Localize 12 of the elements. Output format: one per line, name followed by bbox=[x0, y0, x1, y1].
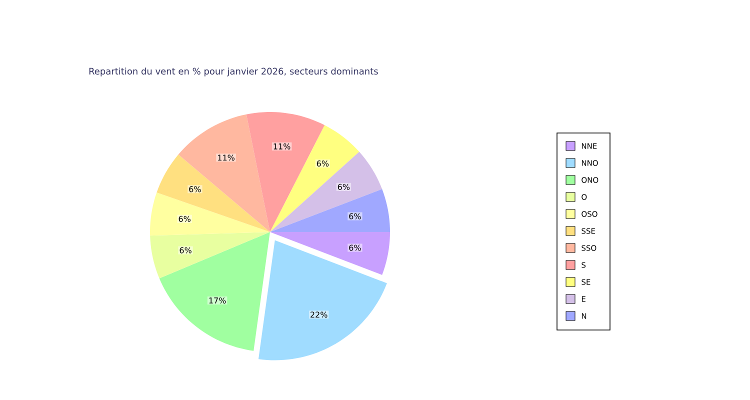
data-label: 6% bbox=[178, 216, 191, 222]
data-label: 6% bbox=[180, 247, 192, 254]
data-label: 6% bbox=[189, 186, 201, 192]
data-label: 6% bbox=[338, 184, 350, 190]
data-label: 17% bbox=[209, 297, 226, 304]
data-label: 22% bbox=[310, 312, 328, 318]
data-label: 6% bbox=[349, 244, 361, 251]
data-label: 6% bbox=[316, 160, 329, 167]
data-label: 6% bbox=[349, 213, 361, 220]
data-label: 11% bbox=[274, 143, 290, 150]
chart-title: Repartition du vent en % pour janvier 2026, secteurs dominants bbox=[89, 68, 378, 76]
data-label: 11% bbox=[218, 154, 234, 161]
